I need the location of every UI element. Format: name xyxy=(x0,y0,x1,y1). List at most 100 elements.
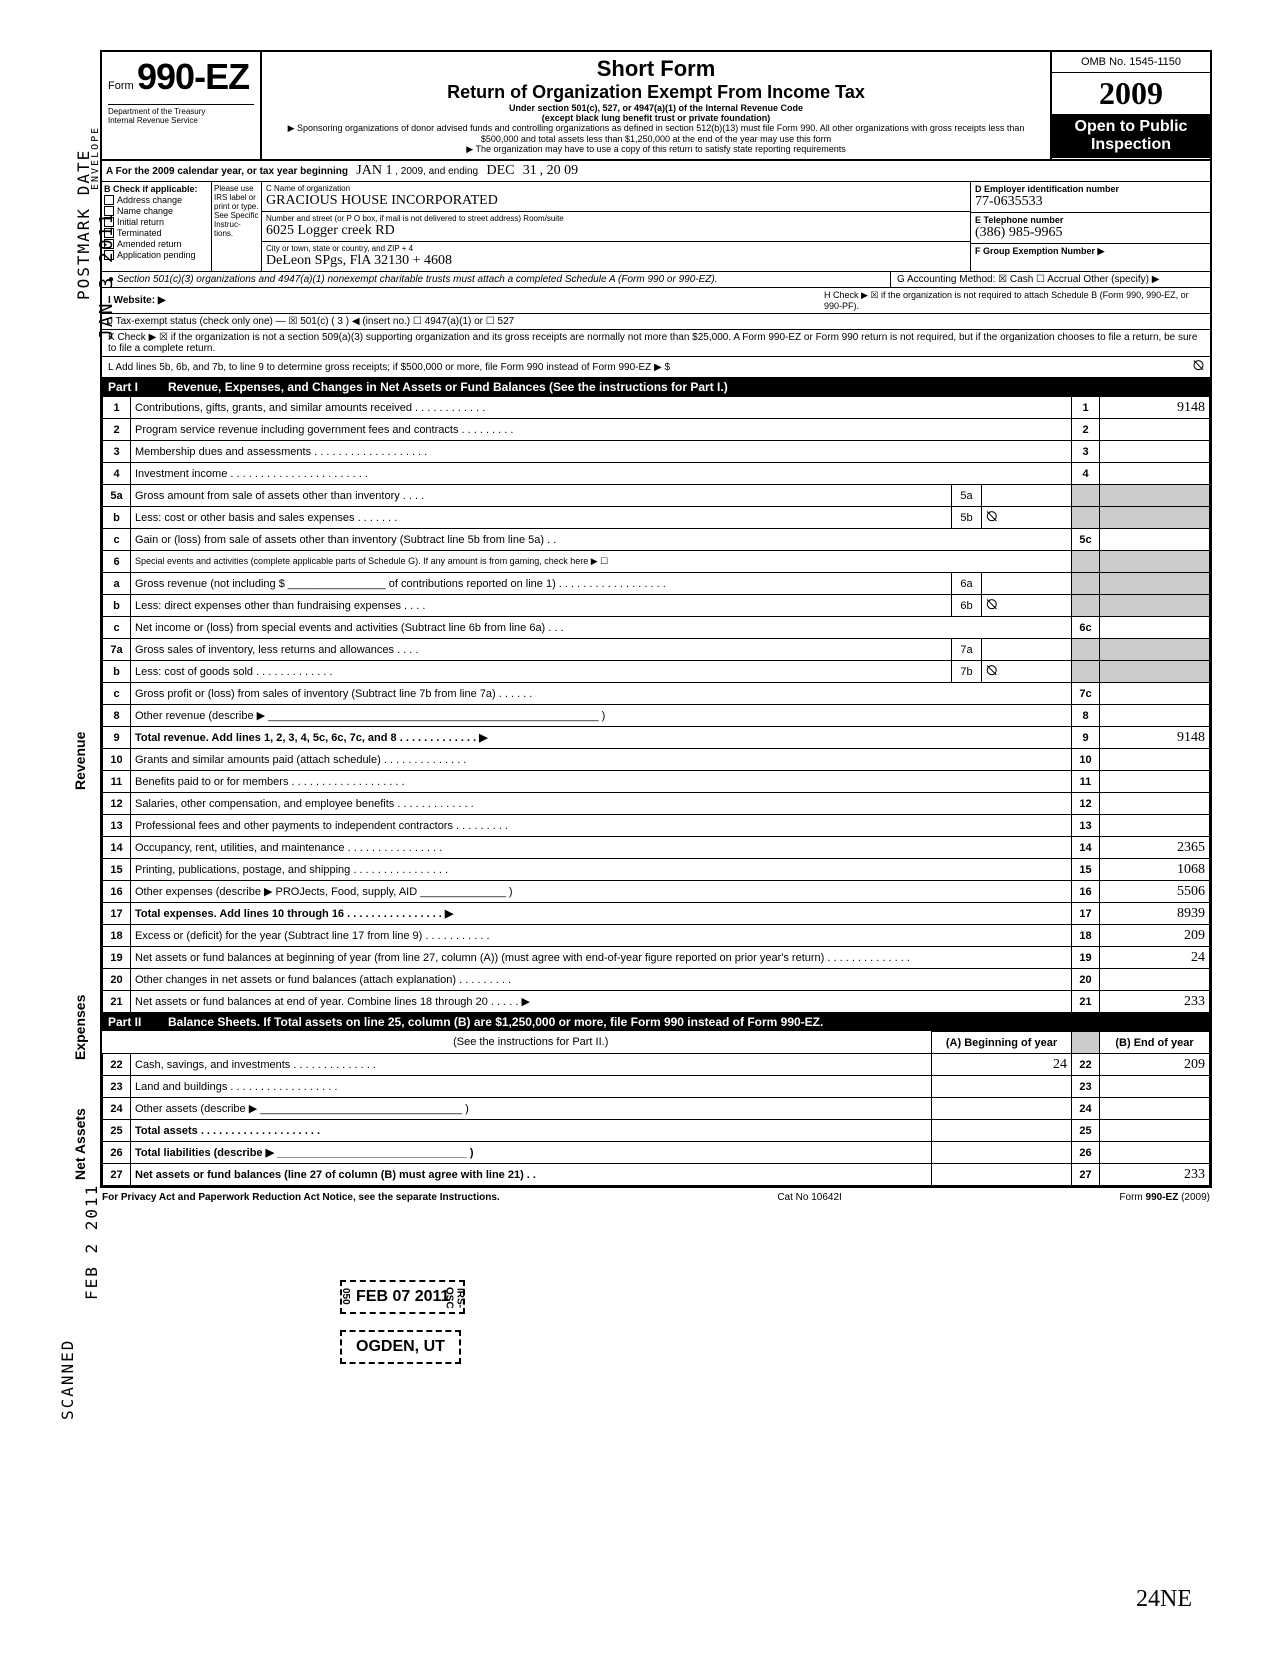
l2-rnum: 2 xyxy=(1072,419,1100,441)
stamp-date-text: FEB 07 2011 xyxy=(356,1288,449,1305)
l2-desc: Program service revenue including govern… xyxy=(131,419,1072,441)
l25-desc: Total assets . . . . . . . . . . . . . .… xyxy=(135,1125,320,1137)
l5b-innum: 5b xyxy=(952,507,982,529)
l7a-num: 7a xyxy=(103,639,131,661)
cb-initial[interactable] xyxy=(104,217,114,227)
l27-rnum: 27 xyxy=(1072,1164,1100,1186)
l3-num: 3 xyxy=(103,441,131,463)
l6-s2 xyxy=(1100,551,1210,573)
l13-rval xyxy=(1100,815,1210,837)
l15-num: 15 xyxy=(103,859,131,881)
l8-desc: Other revenue (describe ▶ ______________… xyxy=(131,705,1072,727)
l5c-rval xyxy=(1100,529,1210,551)
l18-rval: 209 xyxy=(1100,925,1210,947)
l9-rval: 9148 xyxy=(1100,727,1210,749)
l6a-inval xyxy=(982,573,1072,595)
row-a-endy: , 20 09 xyxy=(540,163,579,178)
title-except: (except black lung benefit trust or priv… xyxy=(268,113,1044,123)
cb-app[interactable] xyxy=(104,250,114,260)
l26-num: 26 xyxy=(103,1142,131,1164)
l7c-num: c xyxy=(103,683,131,705)
l21-desc: Net assets or fund balances at end of ye… xyxy=(131,991,1072,1013)
c-city-label: City or town, state or country, and ZIP … xyxy=(266,244,966,253)
open-public: Open to Public Inspection xyxy=(1052,114,1210,158)
title-box: Short Form Return of Organization Exempt… xyxy=(262,52,1050,159)
cb-amend[interactable] xyxy=(104,239,114,249)
l24-desc: Other assets (describe ▶ _______________… xyxy=(131,1098,932,1120)
part1-label: Part I xyxy=(108,380,168,394)
l22-b: 209 xyxy=(1100,1054,1210,1076)
l20-rval xyxy=(1100,969,1210,991)
l13-desc: Professional fees and other payments to … xyxy=(131,815,1072,837)
l23-a xyxy=(932,1076,1072,1098)
l2-num: 2 xyxy=(103,419,131,441)
c-street-label: Number and street (or P O box, if mail i… xyxy=(266,214,966,223)
l5a-desc: Gross amount from sale of assets other t… xyxy=(131,485,952,507)
l5b-desc: Less: cost or other basis and sales expe… xyxy=(131,507,952,529)
e-label: E Telephone number xyxy=(975,215,1206,225)
c-name-label: C Name of organization xyxy=(266,184,966,193)
l25-a xyxy=(932,1120,1072,1142)
l21-num: 21 xyxy=(103,991,131,1013)
l3-rnum: 3 xyxy=(1072,441,1100,463)
part1-table: 1Contributions, gifts, grants, and simil… xyxy=(102,396,1210,1013)
col-de: D Employer identification number 77-0635… xyxy=(970,182,1210,271)
form-number: 990-EZ xyxy=(137,56,249,97)
stamp-ogden: OGDEN, UT xyxy=(340,1330,461,1364)
l27-b: 233 xyxy=(1100,1164,1210,1186)
l5a-s1 xyxy=(1072,485,1100,507)
l23-num: 23 xyxy=(103,1076,131,1098)
l6a-desc: Gross revenue (not including $ _________… xyxy=(131,573,952,595)
l6c-desc: Net income or (loss) from special events… xyxy=(131,617,1072,639)
l15-rnum: 15 xyxy=(1072,859,1100,881)
cb-term[interactable] xyxy=(104,228,114,238)
row-a-endd: 31 xyxy=(523,163,537,178)
row-l-value: ⦰ xyxy=(1144,359,1204,375)
bs-colB: (B) End of year xyxy=(1100,1032,1210,1054)
l18-rnum: 18 xyxy=(1072,925,1100,947)
l25-rnum: 25 xyxy=(1072,1120,1100,1142)
l5b-inval: ⦰ xyxy=(982,507,1072,529)
omb: OMB No. 1545-1150 xyxy=(1052,52,1210,73)
l14-rval: 2365 xyxy=(1100,837,1210,859)
cb-name[interactable] xyxy=(104,206,114,216)
l12-rnum: 12 xyxy=(1072,793,1100,815)
l17-desc: Total expenses. Add lines 10 through 16 … xyxy=(135,908,453,920)
part2-header: Part II Balance Sheets. If Total assets … xyxy=(102,1013,1210,1031)
form-id-box: Form 990-EZ Department of the Treasury I… xyxy=(102,52,262,159)
l16-desc: Other expenses (describe ▶ PROJects, Foo… xyxy=(131,881,1072,903)
scanned-side: SCANNED xyxy=(58,1339,77,1420)
row-j: J Tax-exempt status (check only one) — ☒… xyxy=(108,316,514,327)
bs-see: (See the instructions for Part II.) xyxy=(131,1032,932,1054)
l1-desc: Contributions, gifts, grants, and simila… xyxy=(131,397,1072,419)
cb-initial-label: Initial return xyxy=(117,217,164,227)
col-b-header: B Check if applicable: xyxy=(104,184,209,194)
l11-num: 11 xyxy=(103,771,131,793)
l20-num: 20 xyxy=(103,969,131,991)
l4-desc: Investment income . . . . . . . . . . . … xyxy=(131,463,1072,485)
l10-desc: Grants and similar amounts paid (attach … xyxy=(131,749,1072,771)
row-l-text: L Add lines 5b, 6b, and 7b, to line 9 to… xyxy=(108,362,670,373)
l13-num: 13 xyxy=(103,815,131,837)
l9-num: 9 xyxy=(103,727,131,749)
l24-rnum: 24 xyxy=(1072,1098,1100,1120)
cb-address-label: Address change xyxy=(117,195,182,205)
l27-num: 27 xyxy=(103,1164,131,1186)
l6b-desc: Less: direct expenses other than fundrai… xyxy=(131,595,952,617)
c-street: 6025 Logger creek RD xyxy=(266,223,395,238)
l24-num: 24 xyxy=(103,1098,131,1120)
footer-form: Form 990-EZ (2009) xyxy=(1119,1192,1210,1203)
l23-rnum: 23 xyxy=(1072,1076,1100,1098)
l5c-rnum: 5c xyxy=(1072,529,1100,551)
l18-num: 18 xyxy=(103,925,131,947)
l12-num: 12 xyxy=(103,793,131,815)
l14-desc: Occupancy, rent, utilities, and maintena… xyxy=(131,837,1072,859)
l7a-inval xyxy=(982,639,1072,661)
l5c-num: c xyxy=(103,529,131,551)
l3-desc: Membership dues and assessments . . . . … xyxy=(131,441,1072,463)
l5a-inval xyxy=(982,485,1072,507)
cb-address[interactable] xyxy=(104,195,114,205)
l14-rnum: 14 xyxy=(1072,837,1100,859)
l5a-num: 5a xyxy=(103,485,131,507)
l25-b xyxy=(1100,1120,1210,1142)
